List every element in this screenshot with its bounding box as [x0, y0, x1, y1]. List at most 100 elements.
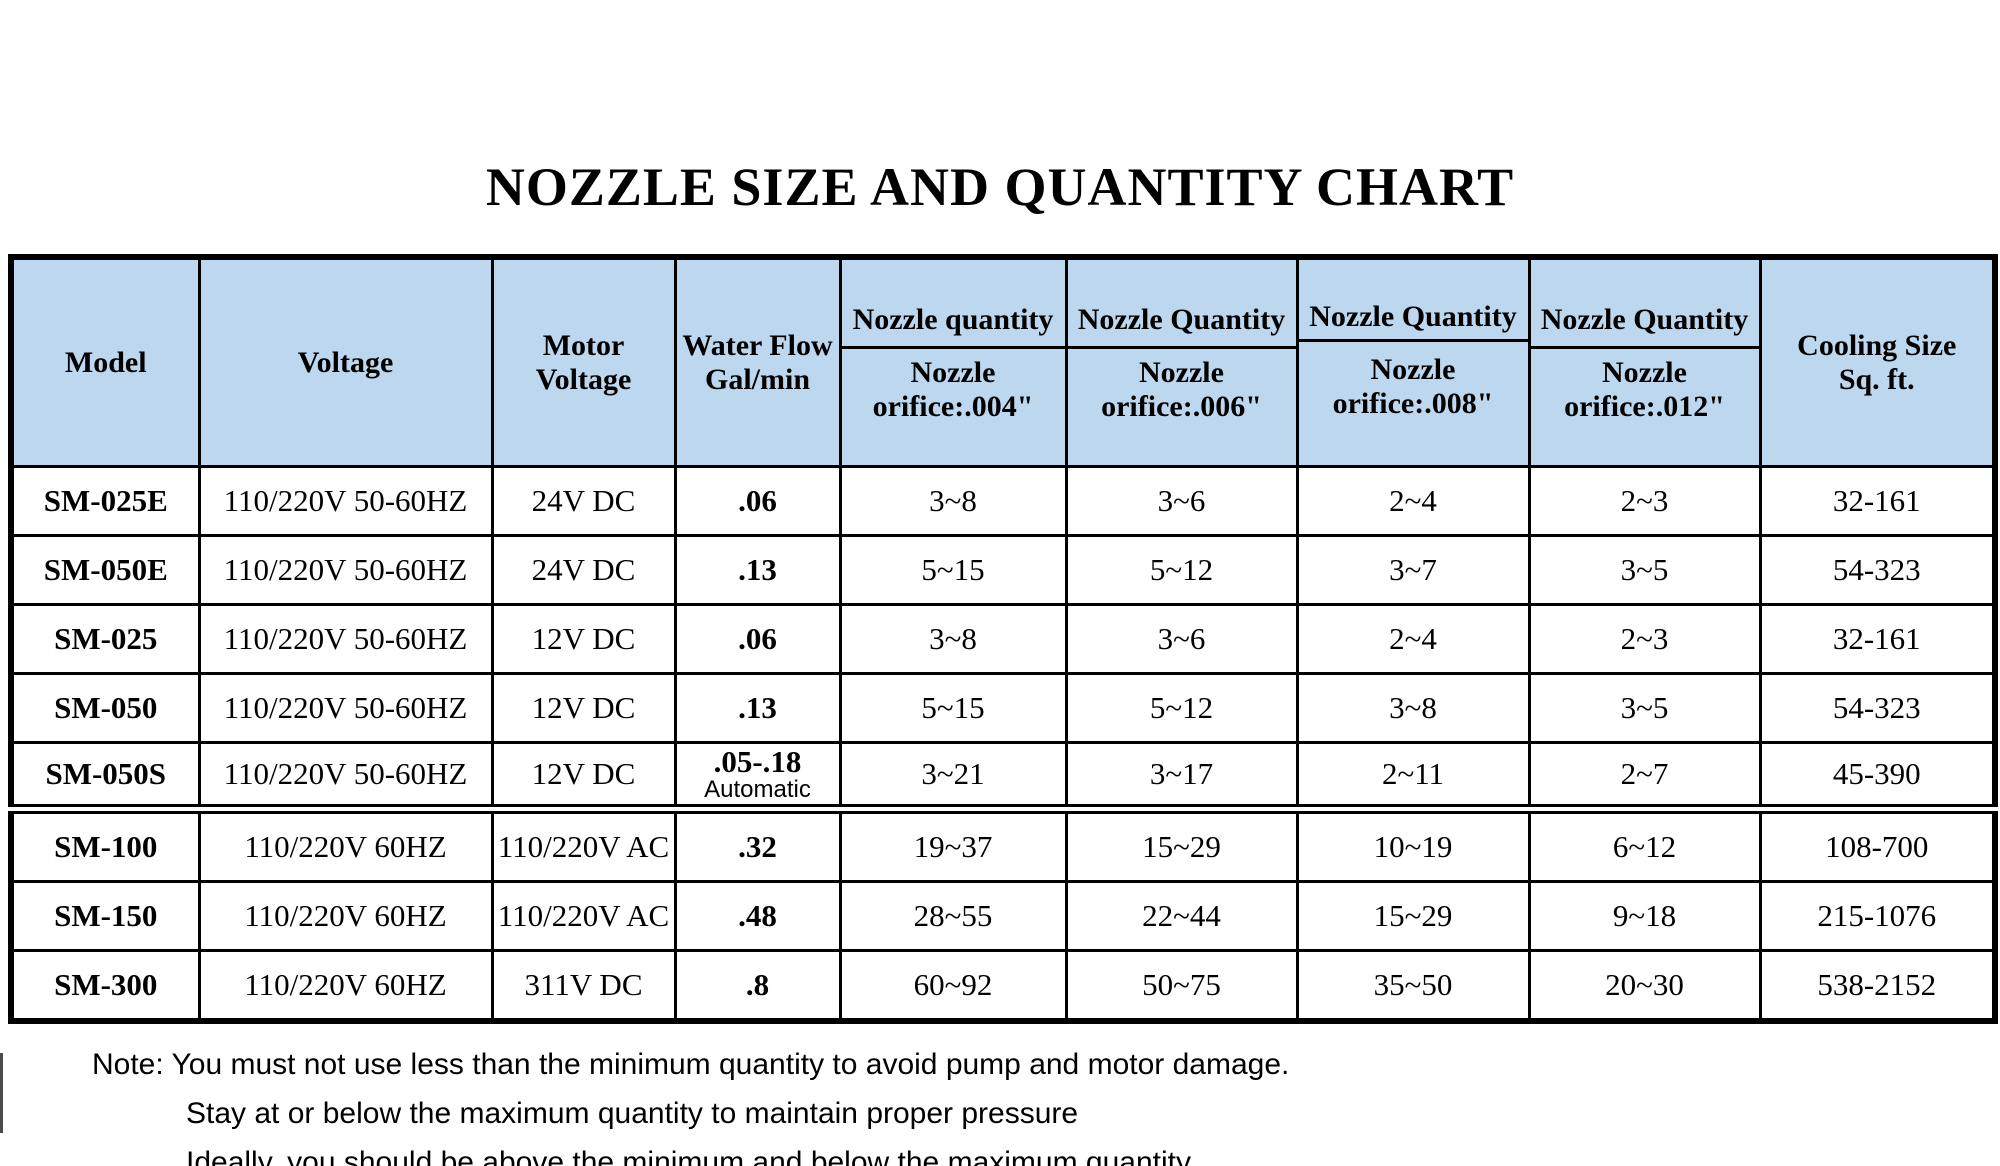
- nozzle-qty-006-cell: 22~44: [1064, 880, 1299, 953]
- voltage-cell: 110/220V 60HZ: [197, 880, 494, 953]
- model-cell: SM-150: [9, 880, 201, 953]
- table-row-sm-050e: SM-050E 110/220V 50-60HZ 24V DC .13 5~15…: [9, 534, 1997, 607]
- voltage-cell: 110/220V 50-60HZ: [197, 741, 494, 815]
- cooling-size-cell: 45-390: [1758, 741, 1997, 815]
- nozzle-qty-004-cell: 5~15: [838, 534, 1068, 607]
- table-row-sm-150: SM-150 110/220V 60HZ 110/220V AC .48 28~…: [9, 880, 1997, 953]
- table-row-sm-050: SM-050 110/220V 50-60HZ 12V DC .13 5~15 …: [9, 672, 1997, 745]
- cooling-size-cell: 215-1076: [1758, 880, 1997, 953]
- voltage-cell: 110/220V 60HZ: [197, 949, 494, 1023]
- nozzle-qty-004-cell: 3~21: [838, 741, 1068, 815]
- nozzle-orifice-label-004: Nozzle orifice:.004": [872, 356, 1034, 424]
- motor-voltage-cell: 12V DC: [490, 672, 677, 745]
- table-row-sm-025e: SM-025E 110/220V 50-60HZ 24V DC .06 3~8 …: [9, 465, 1997, 538]
- voltage-cell: 110/220V 50-60HZ: [197, 672, 494, 745]
- voltage-cell: 110/220V 50-60HZ: [197, 534, 494, 607]
- nozzle-orifice-label-008: Nozzle orifice:.008": [1332, 352, 1494, 420]
- nozzle-qty-008-cell: 3~7: [1295, 534, 1531, 607]
- nozzle-quantity-label-008: Nozzle Quantity: [1300, 294, 1526, 343]
- water-flow-note: Automatic: [704, 776, 811, 804]
- nozzle-qty-008-cell: 3~8: [1295, 672, 1531, 745]
- nozzle-qty-006-cell: 15~29: [1064, 807, 1299, 884]
- nozzle-orifice-label-012: Nozzle orifice:.012": [1564, 356, 1725, 424]
- nozzle-group-012: Nozzle Quantity Nozzle orifice:.012": [1532, 294, 1757, 431]
- header-voltage: Voltage: [197, 255, 494, 469]
- cooling-size-cell: 538-2152: [1758, 949, 1997, 1023]
- water-flow-cell: .05-.18 Automatic: [673, 741, 842, 815]
- header-model: Model: [9, 255, 201, 469]
- nozzle-qty-008-cell: 10~19: [1295, 807, 1531, 884]
- nozzle-size-quantity-table: Model Voltage Motor Voltage Water Flow G…: [8, 254, 1998, 1025]
- nozzle-qty-004-cell: 19~37: [838, 807, 1068, 884]
- nozzle-quantity-label-006: Nozzle Quantity: [1069, 294, 1294, 350]
- nozzle-qty-008-cell: 15~29: [1295, 880, 1531, 953]
- header-nozzle-group-008: Nozzle Quantity Nozzle orifice:.008": [1295, 255, 1531, 469]
- water-flow-value: .05-.18: [713, 743, 802, 779]
- water-flow-cell: .48: [673, 880, 842, 953]
- header-nozzle-group-004: Nozzle quantity Nozzle orifice:.004": [838, 255, 1068, 469]
- model-cell: SM-050E: [9, 534, 201, 607]
- nozzle-group-008: Nozzle Quantity Nozzle orifice:.008": [1300, 294, 1526, 431]
- cooling-size-cell: 32-161: [1758, 465, 1997, 538]
- motor-voltage-cell: 311V DC: [490, 949, 677, 1023]
- motor-voltage-cell: 24V DC: [490, 465, 677, 538]
- nozzle-quantity-label-012: Nozzle Quantity: [1532, 294, 1757, 350]
- nozzle-qty-008-cell: 35~50: [1295, 949, 1531, 1023]
- header-water-flow: Water Flow Gal/min: [673, 255, 842, 469]
- footnotes: Note: You must not use less than the min…: [0, 1040, 2000, 1166]
- nozzle-qty-004-cell: 28~55: [838, 880, 1068, 953]
- header-nozzle-group-012: Nozzle Quantity Nozzle orifice:.012": [1527, 255, 1762, 469]
- motor-voltage-cell: 110/220V AC: [490, 880, 677, 953]
- note-line-3: Ideally, you should be above the minimum…: [186, 1146, 1191, 1166]
- model-cell: SM-025: [9, 603, 201, 676]
- nozzle-qty-004-cell: 5~15: [838, 672, 1068, 745]
- nozzle-qty-012-cell: 2~7: [1527, 741, 1762, 815]
- header-cooling-size: Cooling Size Sq. ft.: [1758, 255, 1997, 469]
- voltage-cell: 110/220V 60HZ: [197, 807, 494, 884]
- nozzle-qty-012-cell: 3~5: [1527, 672, 1762, 745]
- nozzle-qty-012-cell: 3~5: [1527, 534, 1762, 607]
- cooling-size-cell: 108-700: [1758, 807, 1997, 884]
- voltage-cell: 110/220V 50-60HZ: [197, 603, 494, 676]
- motor-voltage-cell: 12V DC: [490, 741, 677, 815]
- nozzle-qty-008-cell: 2~4: [1295, 603, 1531, 676]
- model-cell: SM-050: [9, 672, 201, 745]
- water-flow-cell: .13: [673, 534, 842, 607]
- table-row-sm-300: SM-300 110/220V 60HZ 311V DC .8 60~92 50…: [9, 949, 1997, 1023]
- page-title: NOZZLE SIZE AND QUANTITY CHART: [485, 157, 1515, 217]
- nozzle-qty-004-cell: 3~8: [838, 603, 1068, 676]
- nozzle-qty-004-cell: 60~92: [838, 949, 1068, 1023]
- voltage-cell: 110/220V 50-60HZ: [197, 465, 494, 538]
- nozzle-qty-006-cell: 3~17: [1064, 741, 1299, 815]
- nozzle-qty-006-cell: 5~12: [1064, 672, 1299, 745]
- nozzle-qty-012-cell: 6~12: [1527, 807, 1762, 884]
- nozzle-qty-006-cell: 5~12: [1064, 534, 1299, 607]
- note-line-1: Note: You must not use less than the min…: [92, 1048, 1290, 1082]
- cooling-size-cell: 54-323: [1758, 534, 1997, 607]
- model-cell: SM-025E: [9, 465, 201, 538]
- nozzle-qty-006-cell: 3~6: [1064, 603, 1299, 676]
- water-flow-cell: .13: [673, 672, 842, 745]
- motor-voltage-cell: 110/220V AC: [490, 807, 677, 884]
- header-row: Model Voltage Motor Voltage Water Flow G…: [9, 255, 1997, 469]
- table-row-sm-025: SM-025 110/220V 50-60HZ 12V DC .06 3~8 3…: [9, 603, 1997, 676]
- water-flow-cell: .32: [673, 807, 842, 884]
- nozzle-qty-012-cell: 20~30: [1527, 949, 1762, 1023]
- header-nozzle-group-006: Nozzle Quantity Nozzle orifice:.006": [1064, 255, 1299, 469]
- nozzle-quantity-label-004: Nozzle quantity: [843, 294, 1063, 350]
- nozzle-qty-008-cell: 2~11: [1295, 741, 1531, 815]
- table-row-sm-050s: SM-050S 110/220V 50-60HZ 12V DC .05-.18 …: [9, 741, 1997, 815]
- motor-voltage-cell: 12V DC: [490, 603, 677, 676]
- nozzle-orifice-label-006: Nozzle orifice:.006": [1101, 356, 1262, 424]
- nozzle-group-004: Nozzle quantity Nozzle orifice:.004": [843, 294, 1063, 431]
- nozzle-qty-004-cell: 3~8: [838, 465, 1068, 538]
- model-cell: SM-100: [9, 807, 201, 884]
- table-row-sm-100: SM-100 110/220V 60HZ 110/220V AC .32 19~…: [9, 807, 1997, 884]
- water-flow-cell: .06: [673, 465, 842, 538]
- header-motor-voltage: Motor Voltage: [490, 255, 677, 469]
- nozzle-qty-012-cell: 2~3: [1527, 603, 1762, 676]
- cooling-size-cell: 32-161: [1758, 603, 1997, 676]
- model-cell: SM-050S: [9, 741, 201, 815]
- water-flow-cell: .06: [673, 603, 842, 676]
